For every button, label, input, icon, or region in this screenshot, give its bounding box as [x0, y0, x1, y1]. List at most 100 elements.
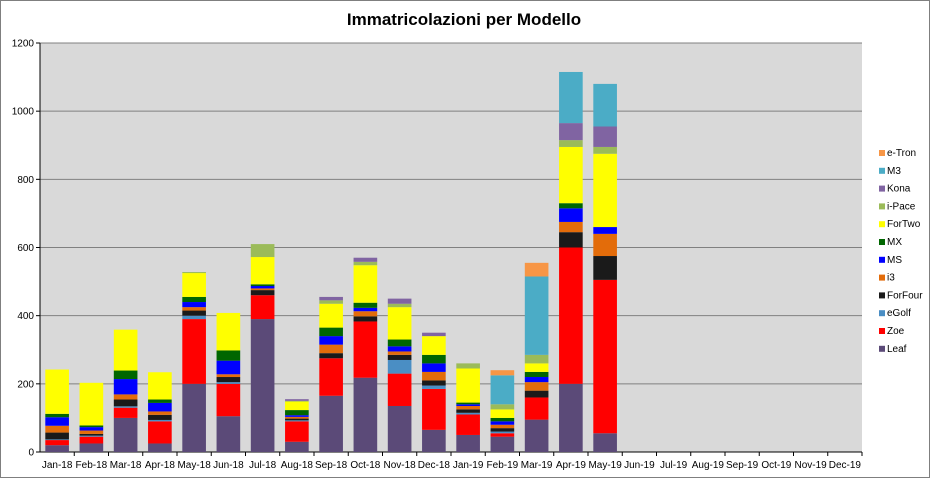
bar-segment-e-tron	[490, 370, 515, 376]
bar-segment-i3	[559, 221, 583, 233]
x-tick-label: Dec-19	[829, 460, 862, 471]
bar-segment-leaf	[456, 434, 480, 452]
bar-segment-e-tron	[524, 262, 549, 277]
bar-segment-kona	[422, 332, 446, 337]
bar-segment-leaf	[387, 405, 412, 452]
bar-segment-ms	[216, 360, 241, 375]
bar-segment-fortwo	[422, 336, 446, 355]
bar-segment-i-pace	[490, 404, 515, 410]
bar-segment-i3	[148, 411, 172, 415]
bar-segment-zoe	[319, 358, 343, 396]
bar-segment-mx	[285, 410, 309, 416]
bar-segment-i3	[285, 416, 309, 419]
bar-segment-i3	[524, 382, 549, 391]
bar-segment-forfour	[79, 433, 104, 436]
bar-segment-ms	[182, 302, 206, 308]
bar-segment-ms	[250, 286, 275, 289]
bar-segment-kona	[353, 257, 378, 262]
x-tick-label: Jan-18	[42, 460, 73, 471]
bar-segment-ms	[285, 415, 309, 417]
bar-segment-mx	[456, 402, 480, 405]
bar-segment-forfour	[319, 353, 343, 359]
bar-segment-ms	[490, 421, 515, 425]
bar-segment-ms	[593, 227, 617, 234]
bar-segment-leaf	[422, 429, 446, 452]
bar-segment-egolf	[456, 412, 480, 415]
bar-segment-zoe	[559, 247, 583, 384]
bar-segment-leaf	[319, 395, 343, 452]
bar-segment-mx	[79, 425, 104, 428]
x-tick-label: Feb-18	[76, 460, 108, 471]
bar-segment-forfour	[559, 232, 583, 248]
bar-segment-zoe	[148, 421, 172, 444]
legend-label: eGolf	[887, 308, 911, 319]
bar-segment-fortwo	[148, 372, 172, 400]
chart-title: Immatricolazioni per Modello	[347, 10, 581, 29]
bar-segment-egolf	[422, 385, 446, 389]
bar-segment-kona	[559, 123, 583, 141]
y-tick-label: 600	[17, 243, 34, 254]
bar-segment-zoe	[45, 440, 69, 446]
bar-segment-zoe	[422, 388, 446, 430]
bar-segment-egolf	[45, 439, 69, 441]
bar-segment-ms	[113, 379, 138, 395]
bar-segment-zoe	[353, 321, 378, 378]
legend-label: M3	[887, 166, 901, 177]
bar-segment-i-pace	[250, 244, 275, 258]
y-tick-label: 800	[17, 175, 34, 186]
bar-segment-forfour	[456, 409, 480, 413]
x-tick-label: Jan-19	[453, 460, 484, 471]
bar-segment-fortwo	[79, 382, 104, 426]
bar-segment-leaf	[216, 416, 241, 452]
bar-segment-leaf	[559, 383, 583, 452]
bar-segment-ms	[353, 307, 378, 312]
legend-swatch	[879, 310, 885, 317]
bar-segment-i3	[113, 394, 138, 400]
bar-segment-mx	[490, 417, 515, 422]
x-tick-label: Jul-19	[660, 460, 688, 471]
bar-segment-mx	[524, 371, 549, 378]
bar-segment-mx	[45, 413, 69, 418]
bar-segment-fortwo	[559, 146, 583, 204]
bar-segment-mx	[216, 350, 241, 361]
bar-segment-ms	[456, 404, 480, 406]
bar-segment-forfour	[285, 418, 309, 421]
bar-segment-kona	[319, 296, 343, 301]
bar-segment-i3	[490, 424, 515, 429]
legend-swatch	[879, 185, 885, 192]
bar-segment-i3	[593, 233, 617, 257]
bar-segment-ms	[387, 346, 412, 352]
bar-segment-egolf	[216, 382, 241, 384]
bar-segment-egolf	[182, 315, 206, 320]
x-tick-label: Mar-19	[521, 460, 553, 471]
bar-segment-forfour	[250, 290, 275, 296]
bar-segment-zoe	[456, 414, 480, 435]
y-tick-label: 400	[17, 311, 34, 322]
legend-label: i3	[887, 273, 895, 284]
legend-swatch	[879, 203, 885, 210]
bar-segment-kona	[593, 126, 617, 147]
bar-segment-fortwo	[182, 273, 206, 297]
bar-segment-i-pace	[285, 400, 309, 402]
x-tick-label: May-18	[177, 460, 211, 471]
bar-segment-fortwo	[387, 307, 412, 340]
bar-segment-ms	[559, 208, 583, 222]
x-tick-label: Sep-19	[726, 460, 759, 471]
bar-segment-fortwo	[285, 401, 309, 411]
bar-segment-mx	[422, 354, 446, 364]
x-tick-label: Oct-18	[350, 460, 380, 471]
bar-segment-m3	[524, 276, 549, 355]
bar-segment-mx	[559, 203, 583, 209]
legend-label: Zoe	[887, 326, 905, 337]
legend-label: ForTwo	[887, 219, 921, 230]
bar-segment-i3	[182, 307, 206, 311]
bar-segment-i3	[45, 425, 69, 433]
bar-segment-i-pace	[387, 303, 412, 308]
bar-segment-i-pace	[319, 300, 343, 304]
x-tick-label: Aug-19	[692, 460, 725, 471]
bar-segment-fortwo	[216, 312, 241, 351]
bar-segment-mx	[353, 302, 378, 308]
bar-segment-forfour	[113, 399, 138, 407]
bar-segment-mx	[250, 284, 275, 287]
bar-segment-zoe	[387, 373, 412, 406]
